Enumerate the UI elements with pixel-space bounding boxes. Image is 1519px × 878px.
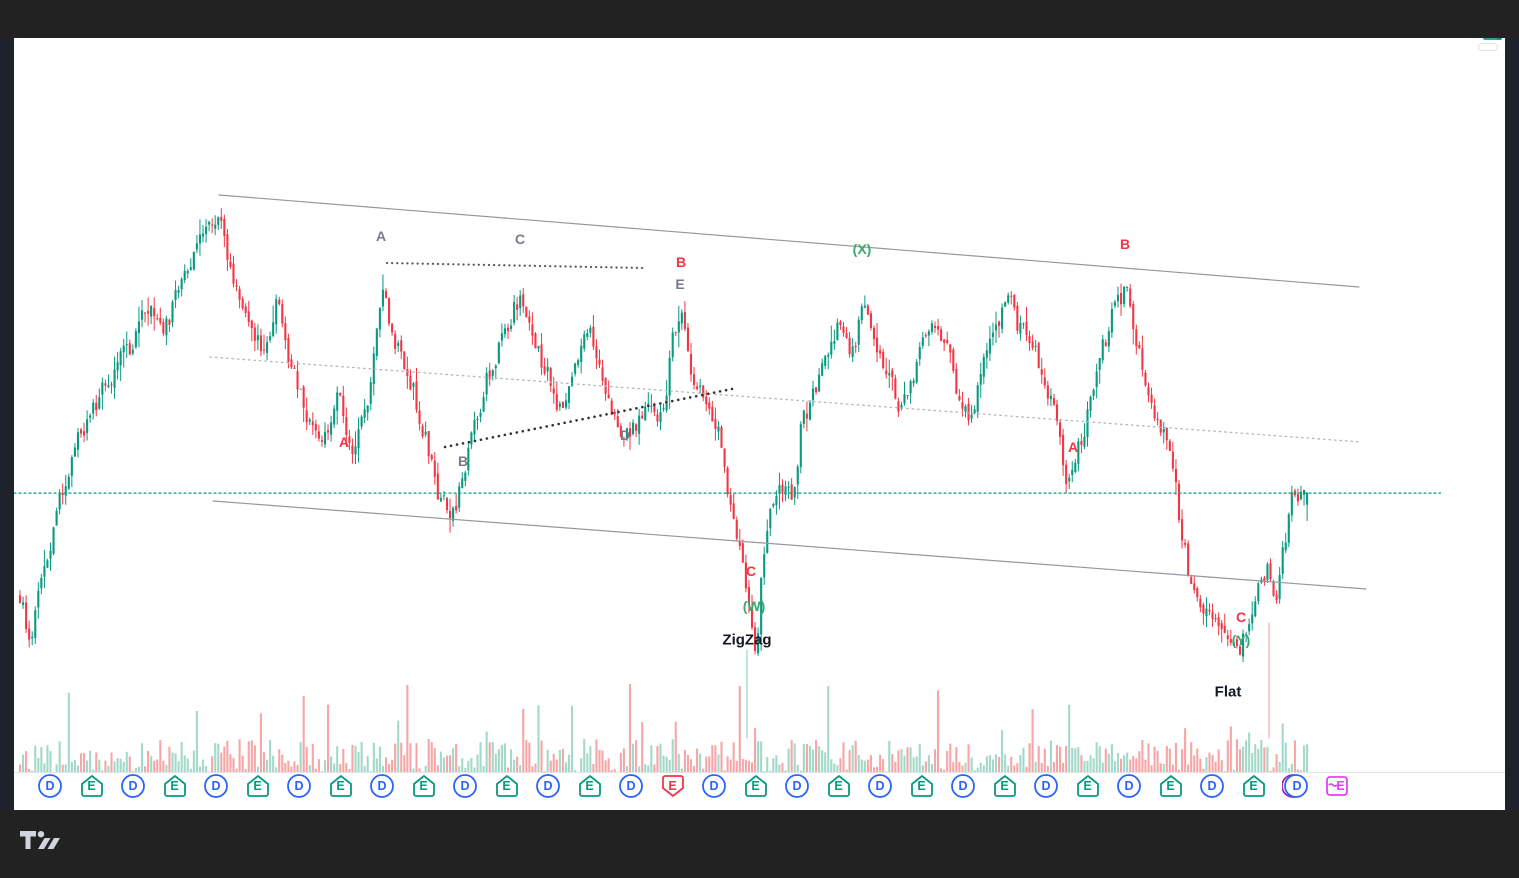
earnings-marker[interactable]: E — [411, 773, 437, 801]
dividend-marker[interactable]: D — [452, 773, 478, 801]
dividend-marker[interactable]: D — [535, 773, 561, 801]
volume-bars — [18, 684, 1309, 783]
earnings-marker[interactable]: E — [79, 773, 105, 801]
tradingview-logo-icon — [20, 831, 60, 849]
earnings-marker[interactable]: E — [826, 773, 852, 801]
wave-label-y[interactable]: (Y) — [1231, 632, 1251, 648]
dividend-marker[interactable]: D — [120, 773, 146, 801]
dividend-marker[interactable]: D — [369, 773, 395, 801]
dividend-marker[interactable]: D — [1199, 773, 1225, 801]
earnings-marker[interactable]: E — [162, 773, 188, 801]
earnings-marker[interactable]: E — [1075, 773, 1101, 801]
dividend-marker[interactable]: D — [950, 773, 976, 801]
wave-label-w[interactable]: (W) — [742, 598, 766, 614]
dividend-marker[interactable]: D — [1281, 773, 1308, 801]
wave-label-c[interactable]: C — [514, 231, 526, 247]
earnings-marker[interactable]: E — [909, 773, 935, 801]
wave-label-a[interactable]: A — [1067, 439, 1079, 455]
currency-badge[interactable] — [1478, 43, 1498, 51]
dividend-marker[interactable]: D — [784, 773, 810, 801]
price-axis[interactable] — [1441, 38, 1505, 810]
dividend-marker[interactable]: D — [37, 773, 63, 801]
wave-label-flat[interactable]: Flat — [1214, 683, 1242, 701]
footer-branding — [0, 810, 1519, 878]
wave-label-e[interactable]: E — [675, 276, 685, 292]
earnings-marker[interactable]: E — [1324, 773, 1350, 801]
earnings-marker[interactable]: E — [660, 773, 686, 801]
wave-label-a[interactable]: A — [375, 228, 387, 244]
earnings-marker[interactable]: E — [1241, 773, 1267, 801]
wave-label-b[interactable]: B — [1119, 236, 1131, 252]
chart-legend — [22, 45, 60, 60]
candlesticks — [18, 208, 1309, 662]
wave-label-x[interactable]: (X) — [852, 241, 872, 257]
current-volume-badge — [1483, 38, 1497, 40]
drawing-overlays — [14, 194, 1441, 739]
wave-label-d[interactable]: D — [619, 427, 631, 443]
earnings-marker[interactable]: E — [494, 773, 520, 801]
dividend-marker[interactable]: D — [867, 773, 893, 801]
earnings-marker[interactable]: E — [743, 773, 769, 801]
earnings-marker[interactable]: E — [245, 773, 271, 801]
earnings-marker[interactable]: E — [992, 773, 1018, 801]
wave-label-b[interactable]: B — [457, 453, 469, 469]
dividend-marker[interactable]: D — [203, 773, 229, 801]
attribution-bar — [0, 0, 1519, 38]
dividend-marker[interactable]: D — [618, 773, 644, 801]
wave-label-c[interactable]: C — [1235, 609, 1247, 625]
earnings-marker[interactable]: E — [577, 773, 603, 801]
dividend-marker[interactable]: D — [701, 773, 727, 801]
earnings-marker[interactable]: E — [328, 773, 354, 801]
wave-label-c[interactable]: C — [745, 563, 757, 579]
dividend-marker[interactable]: D — [1116, 773, 1142, 801]
wave-label-a[interactable]: A — [338, 434, 350, 450]
earnings-marker[interactable]: E — [1158, 773, 1184, 801]
wave-label-b[interactable]: B — [675, 254, 687, 270]
wave-label-zigzag[interactable]: ZigZag — [722, 631, 772, 649]
dividend-marker[interactable]: D — [286, 773, 312, 801]
dividend-marker[interactable]: D — [1033, 773, 1059, 801]
